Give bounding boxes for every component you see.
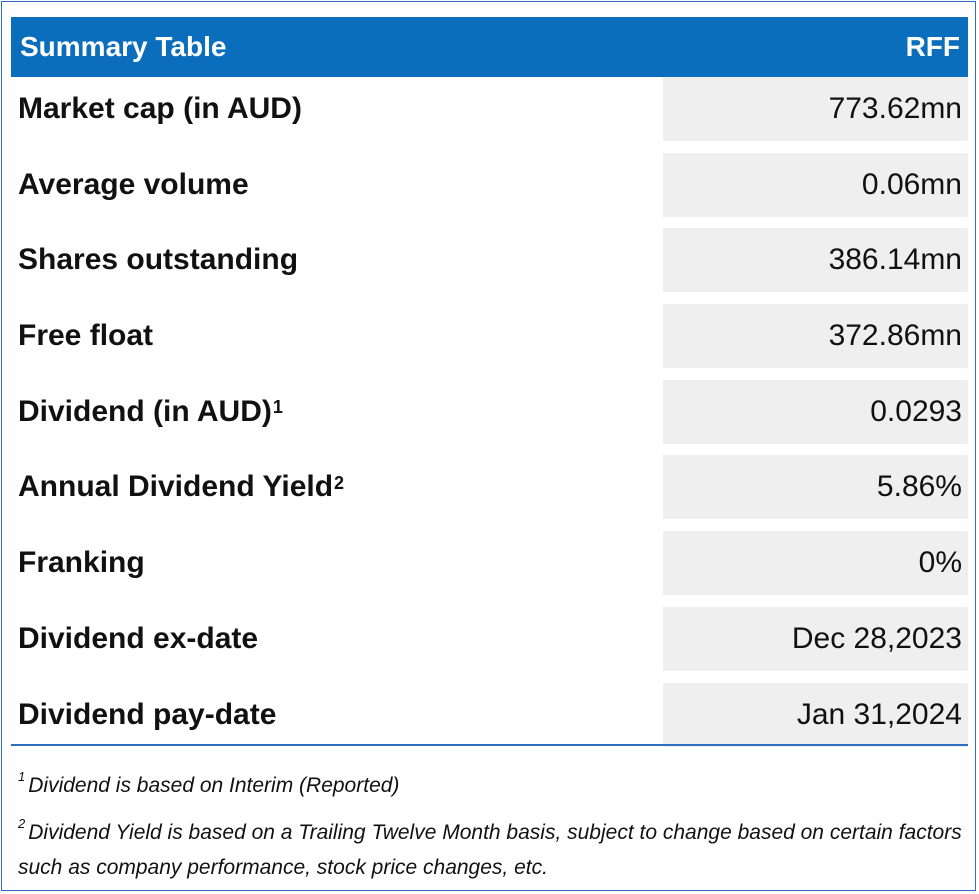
row-value: 5.86% <box>663 455 968 520</box>
table-title: Summary Table <box>20 31 227 62</box>
row-value: 773.62mn <box>663 77 968 141</box>
table-row-franking: Franking 0% <box>11 531 968 607</box>
row-label: Annual Dividend Yield 2 <box>18 470 345 504</box>
row-value: Jan 31,2024 <box>663 682 968 747</box>
row-value: 372.86mn <box>663 304 968 369</box>
row-label: Dividend (in AUD) 1 <box>18 394 283 428</box>
row-label: Dividend ex-date <box>18 621 259 655</box>
row-label: Free float <box>18 319 154 353</box>
row-label: Market cap (in AUD) <box>18 92 302 125</box>
row-label: Dividend pay-date <box>18 697 277 731</box>
table-row-average-volume: Average volume 0.06mn <box>11 152 968 229</box>
footnote-1: 1 Dividend is based on Interim (Reported) <box>18 769 400 797</box>
ticker-symbol: RFF <box>905 31 960 62</box>
row-value: 0.0293 <box>663 379 968 444</box>
table-row-annual-dividend-yield: Annual Dividend Yield 2 5.86% <box>11 455 968 531</box>
row-label: Franking <box>18 546 145 580</box>
row-value: Dec 28,2023 <box>663 606 968 671</box>
footnote-2: 2 Dividend Yield is based on a Trailing T… <box>18 816 962 879</box>
table-header: Summary Table RFF <box>11 17 968 77</box>
row-value: 386.14mn <box>663 228 968 293</box>
footnote-marker: 2 <box>334 472 345 493</box>
row-value: 0.06mn <box>663 152 968 217</box>
table-row-dividend-pay-date: Dividend pay-date Jan 31,2024 <box>11 682 968 759</box>
row-value: 0% <box>663 531 968 596</box>
row-label: Average volume <box>18 167 249 201</box>
table-row-free-float: Free float 372.86mn <box>11 304 968 380</box>
footnotes: 1 Dividend is based on Interim (Reported)… <box>18 762 963 885</box>
table-row-shares-outstanding: Shares outstanding 386.14mn <box>11 228 968 304</box>
table-row-dividend: Dividend (in AUD) 1 0.0293 <box>11 379 968 456</box>
footnote-divider <box>11 744 968 746</box>
table-body: Market cap (in AUD) 773.62mn Average vol… <box>11 77 968 758</box>
table-row-dividend-ex-date: Dividend ex-date Dec 28,2023 <box>11 606 968 683</box>
row-label: Shares outstanding <box>18 243 299 277</box>
footnote-marker: 1 <box>272 397 283 418</box>
table-row-market-cap: Market cap (in AUD) 773.62mn <box>11 77 968 153</box>
